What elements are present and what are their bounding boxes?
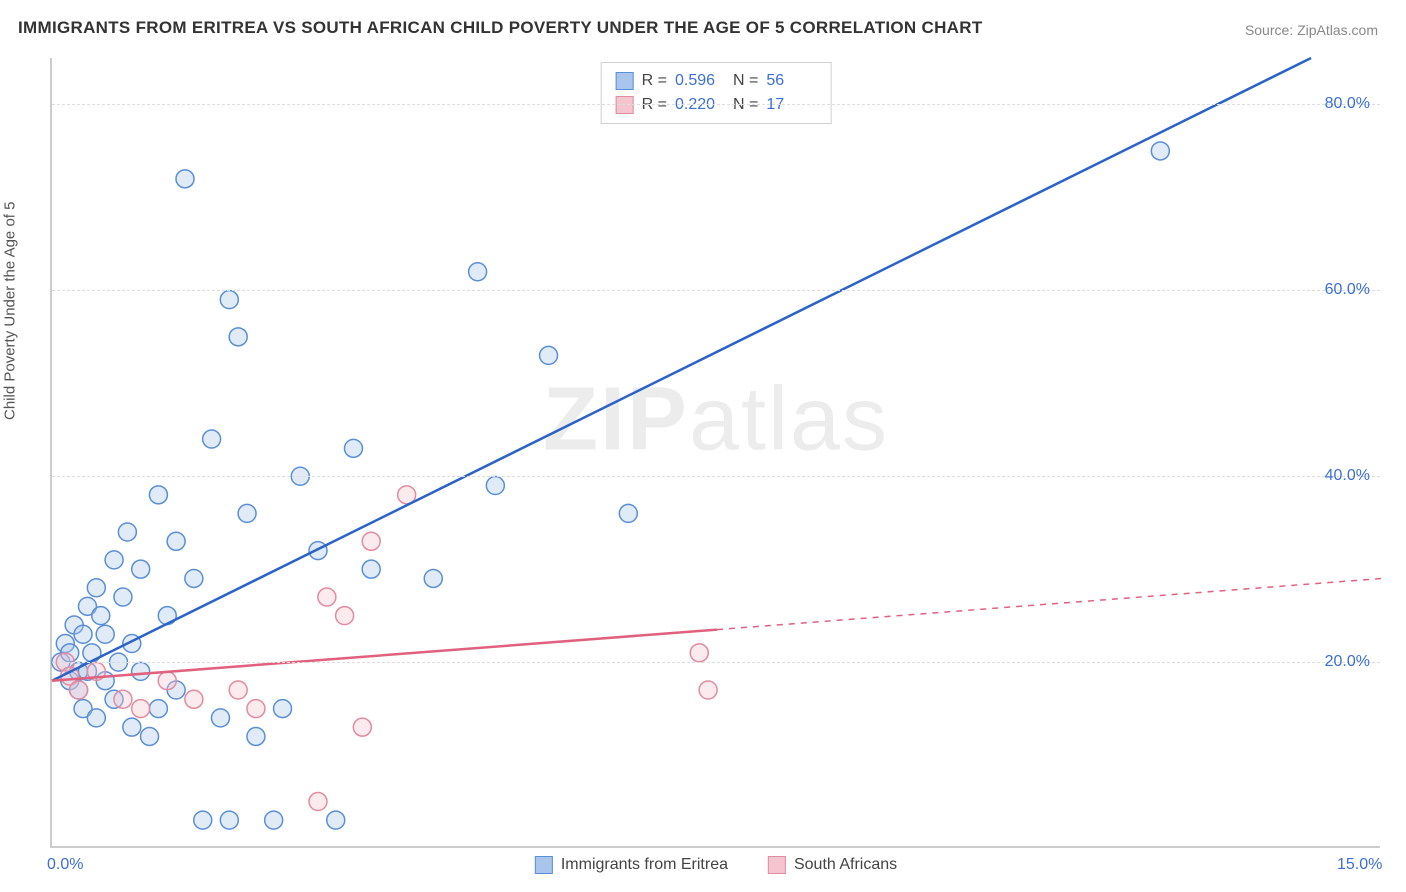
- data-point: [87, 709, 105, 727]
- data-point: [540, 346, 558, 364]
- data-point: [247, 727, 265, 745]
- data-point: [327, 811, 345, 829]
- data-point: [74, 625, 92, 643]
- data-point: [309, 793, 327, 811]
- data-point: [265, 811, 283, 829]
- data-point: [92, 607, 110, 625]
- source-attribution: Source: ZipAtlas.com: [1245, 22, 1378, 38]
- legend-swatch: [768, 856, 786, 874]
- source-value: ZipAtlas.com: [1297, 22, 1378, 38]
- data-point: [238, 504, 256, 522]
- data-point: [114, 588, 132, 606]
- data-point: [344, 439, 362, 457]
- legend-bottom: Immigrants from Eritrea South Africans: [535, 856, 897, 874]
- legend-r-label: R =: [642, 69, 667, 93]
- data-point: [424, 569, 442, 587]
- data-point: [309, 542, 327, 560]
- data-point: [185, 690, 203, 708]
- data-point: [469, 263, 487, 281]
- data-point: [336, 607, 354, 625]
- data-point: [87, 579, 105, 597]
- y-tick-label: 40.0%: [1325, 467, 1370, 485]
- data-point: [132, 662, 150, 680]
- source-label: Source:: [1245, 22, 1293, 38]
- data-point: [149, 486, 167, 504]
- data-point: [194, 811, 212, 829]
- legend-bottom-item: South Africans: [768, 856, 897, 874]
- data-point: [141, 727, 159, 745]
- plot-area: ZIPatlas R =0.596N =56R =0.220N =17 Immi…: [50, 58, 1380, 848]
- data-point: [176, 170, 194, 188]
- regression-line-dashed: [717, 578, 1382, 629]
- data-point: [229, 328, 247, 346]
- x-tick-label: 0.0%: [47, 856, 83, 874]
- x-tick-label: 15.0%: [1337, 856, 1382, 874]
- data-point: [211, 709, 229, 727]
- regression-line-solid: [52, 630, 717, 681]
- data-point: [220, 811, 238, 829]
- data-point: [353, 718, 371, 736]
- data-point: [70, 681, 88, 699]
- data-point: [362, 560, 380, 578]
- y-axis-label: Child Poverty Under the Age of 5: [2, 202, 19, 420]
- data-point: [118, 523, 136, 541]
- data-point: [203, 430, 221, 448]
- legend-series-label: Immigrants from Eritrea: [561, 856, 728, 874]
- data-point: [123, 718, 141, 736]
- data-point: [690, 644, 708, 662]
- data-point: [105, 551, 123, 569]
- data-point: [318, 588, 336, 606]
- data-point: [167, 532, 185, 550]
- regression-line: [52, 58, 1311, 681]
- data-point: [158, 672, 176, 690]
- data-point: [1151, 142, 1169, 160]
- chart-title: IMMIGRANTS FROM ERITREA VS SOUTH AFRICAN…: [18, 18, 983, 38]
- chart-svg: [52, 58, 1380, 846]
- data-point: [96, 625, 114, 643]
- legend-bottom-item: Immigrants from Eritrea: [535, 856, 728, 874]
- legend-series-label: South Africans: [794, 856, 897, 874]
- gridline-h: [52, 662, 1380, 663]
- data-point: [274, 700, 292, 718]
- legend-top: R =0.596N =56R =0.220N =17: [601, 62, 832, 124]
- legend-top-row: R = 0.596 N = 56: [616, 69, 817, 93]
- gridline-h: [52, 104, 1380, 105]
- legend-r-value: 0.596: [675, 69, 725, 93]
- y-tick-label: 60.0%: [1325, 281, 1370, 299]
- data-point: [220, 291, 238, 309]
- legend-swatch: [535, 856, 553, 874]
- y-tick-label: 20.0%: [1325, 653, 1370, 671]
- data-point: [132, 700, 150, 718]
- data-point: [149, 700, 167, 718]
- y-tick-label: 80.0%: [1325, 95, 1370, 113]
- legend-n-value: 56: [766, 69, 816, 93]
- data-point: [619, 504, 637, 522]
- data-point: [132, 560, 150, 578]
- data-point: [362, 532, 380, 550]
- data-point: [247, 700, 265, 718]
- data-point: [699, 681, 717, 699]
- data-point: [185, 569, 203, 587]
- gridline-h: [52, 476, 1380, 477]
- data-point: [114, 690, 132, 708]
- data-point: [229, 681, 247, 699]
- gridline-h: [52, 290, 1380, 291]
- legend-n-label: N =: [733, 69, 758, 93]
- legend-swatch: [616, 72, 634, 90]
- data-point: [486, 477, 504, 495]
